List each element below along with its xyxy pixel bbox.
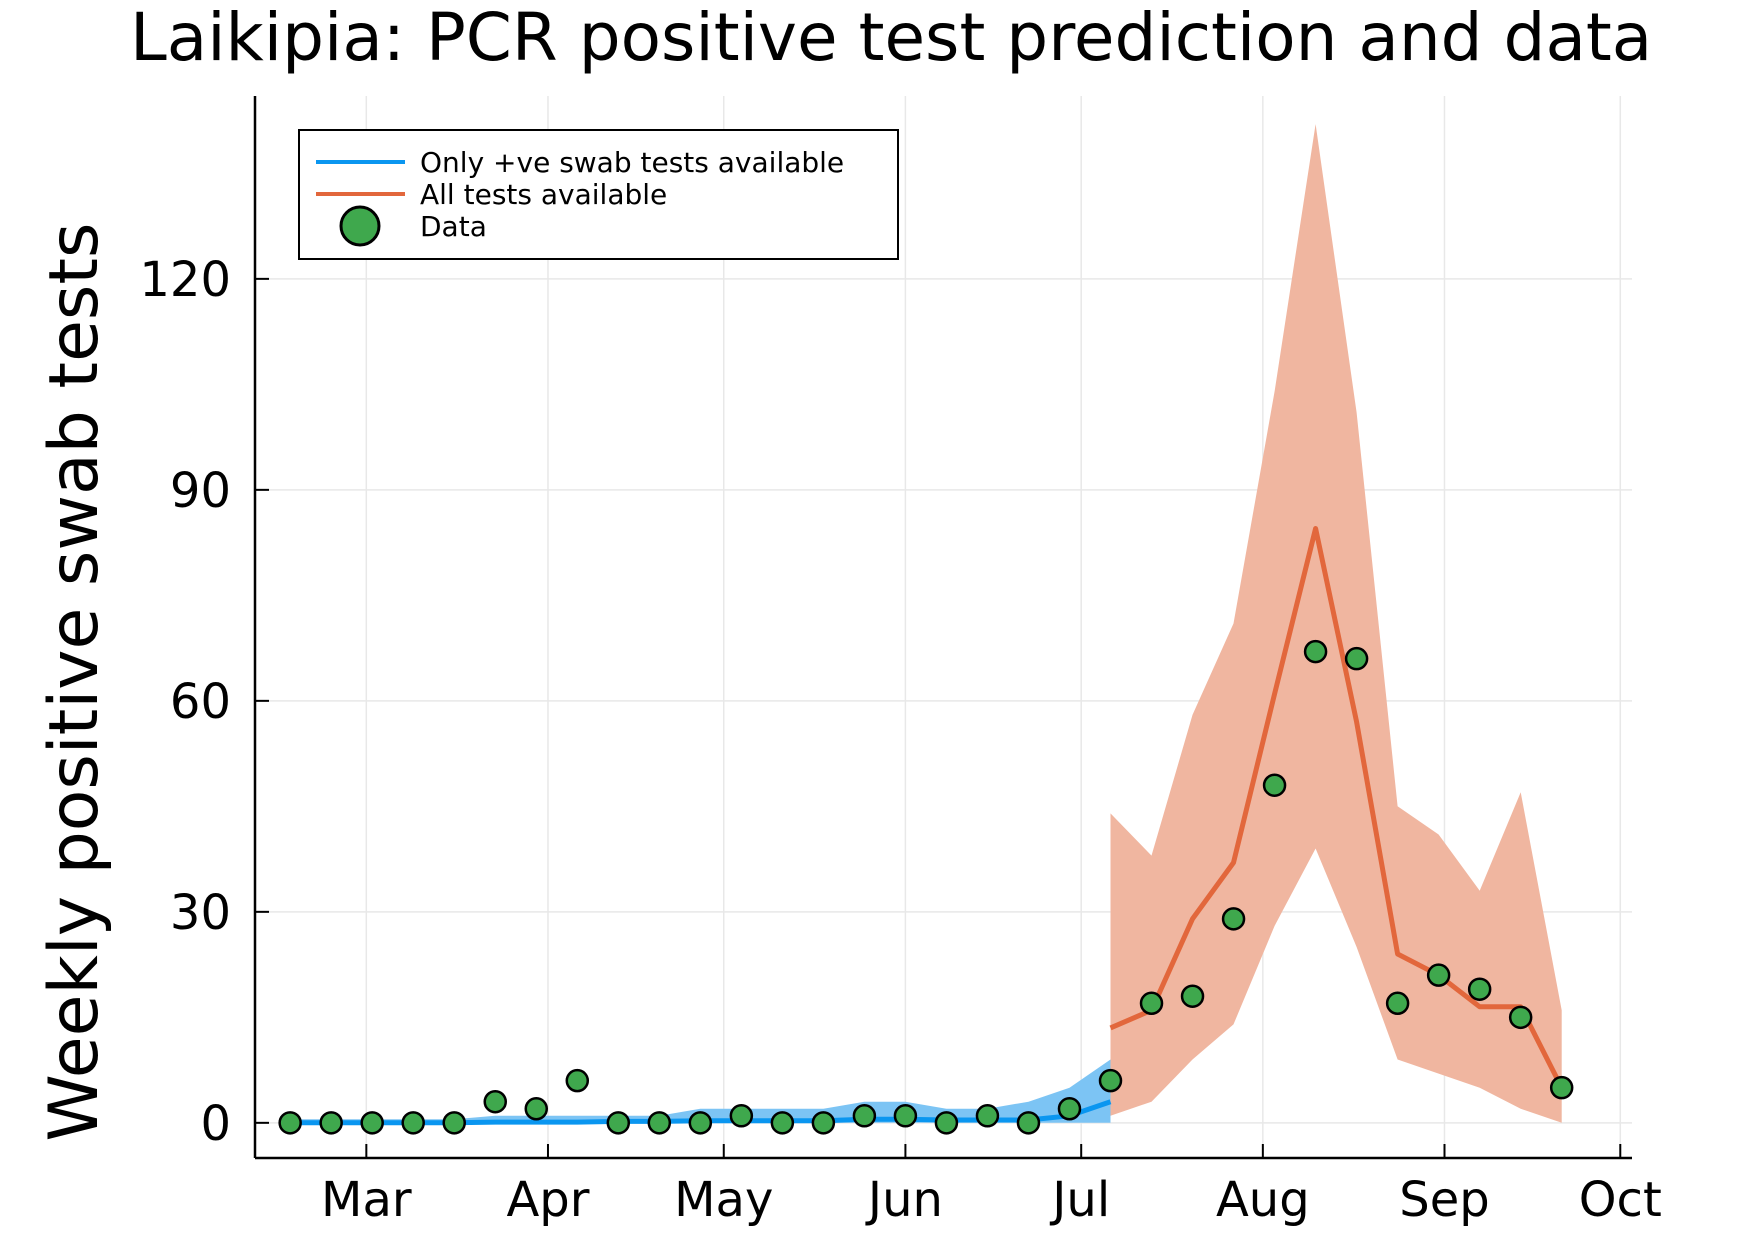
y-tick-label: 30	[170, 885, 231, 941]
point-layer	[278, 639, 1574, 1135]
data-point	[1508, 1005, 1533, 1030]
legend-label-data: Data	[420, 210, 487, 243]
data-point	[1426, 963, 1451, 987]
x-tick-label: Jun	[865, 1172, 943, 1228]
legend-label-only-positive: Only +ve swab tests available	[420, 146, 844, 179]
chart-title: Laikipia: PCR positive test prediction a…	[130, 0, 1652, 76]
data-point	[1221, 907, 1246, 931]
data-point	[1139, 991, 1164, 1016]
data-point	[319, 1111, 343, 1135]
data-point	[483, 1089, 507, 1114]
legend-swatch-data	[339, 205, 381, 247]
data-point	[647, 1111, 672, 1135]
data-point	[893, 1104, 918, 1128]
x-tick-label: Aug	[1216, 1172, 1310, 1228]
data-point	[975, 1104, 1000, 1128]
data-point	[360, 1111, 384, 1135]
data-point	[1098, 1068, 1123, 1093]
data-point	[770, 1111, 795, 1135]
data-point	[1303, 639, 1328, 664]
x-tick-label: Sep	[1399, 1172, 1489, 1228]
data-point	[688, 1111, 713, 1135]
data-point	[934, 1111, 959, 1135]
grid-layer	[255, 96, 1632, 1158]
y-axis-label: Weekly positive swab tests	[35, 223, 114, 1142]
data-point	[1549, 1075, 1574, 1100]
data-point	[1262, 773, 1287, 797]
data-point	[1180, 984, 1205, 1008]
data-point	[524, 1097, 549, 1121]
series-line-1	[1109, 526, 1564, 1089]
data-point	[1344, 646, 1369, 671]
x-tick-label: Oct	[1579, 1172, 1662, 1228]
data-point	[1057, 1097, 1082, 1121]
data-point	[401, 1111, 425, 1135]
x-tick-label: Mar	[321, 1172, 412, 1228]
data-point	[442, 1111, 466, 1135]
x-tick-label: Jul	[1049, 1172, 1110, 1228]
legend: Only +ve swab tests available All tests …	[298, 129, 899, 260]
x-tick-label: Apr	[506, 1172, 589, 1228]
data-point	[852, 1104, 877, 1128]
data-point	[278, 1111, 302, 1135]
y-tick-label: 0	[200, 1096, 231, 1152]
data-point	[729, 1104, 754, 1128]
data-point	[565, 1068, 590, 1093]
data-point	[1385, 991, 1410, 1016]
band-layer	[290, 124, 1562, 1123]
data-point	[606, 1111, 631, 1135]
x-tick-label: May	[674, 1172, 773, 1228]
legend-label-all-tests: All tests available	[420, 178, 667, 211]
data-point	[811, 1111, 836, 1135]
data-point	[1467, 977, 1492, 1001]
y-tick-label: 90	[170, 463, 231, 519]
data-point	[1016, 1111, 1041, 1135]
axis-layer: 0 30 60 90 120 Mar Apr May Jun Jul Aug Sep Oct	[139, 96, 1662, 1228]
y-tick-label: 60	[170, 674, 231, 730]
y-tick-label: 120	[139, 252, 231, 308]
